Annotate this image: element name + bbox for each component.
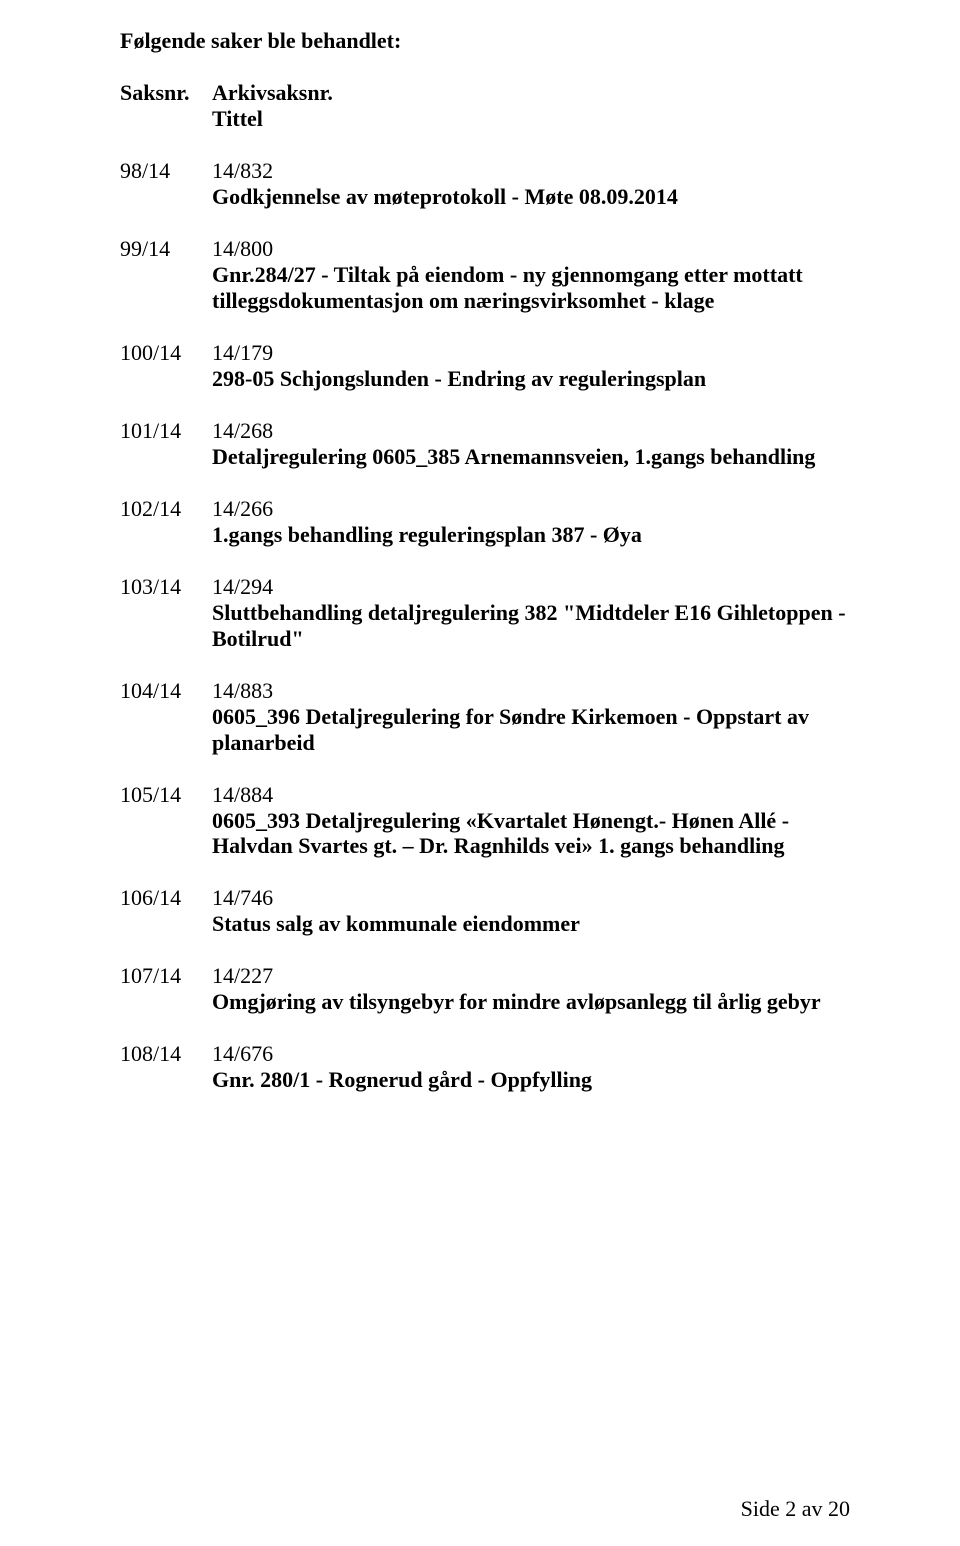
case-title: Godkjennelse av møteprotokoll - Møte 08.… (212, 184, 850, 210)
case-number: 103/14 (120, 574, 212, 652)
case-body: 14/294Sluttbehandling detaljregulering 3… (212, 574, 850, 652)
case-body: 14/800Gnr.284/27 - Tiltak på eiendom - n… (212, 236, 850, 314)
case-block: 98/1414/832Godkjennelse av møteprotokoll… (120, 158, 850, 210)
case-body: 14/832Godkjennelse av møteprotokoll - Mø… (212, 158, 850, 210)
case-block: 100/1414/179298-05 Schjongslunden - Endr… (120, 340, 850, 392)
case-archive-ref: 14/800 (212, 236, 850, 262)
case-title: Sluttbehandling detaljregulering 382 "Mi… (212, 600, 850, 652)
case-number: 101/14 (120, 418, 212, 470)
case-title: Status salg av kommunale eiendommer (212, 911, 850, 937)
case-block: 105/1414/8840605_393 Detaljregulering «K… (120, 782, 850, 860)
page-heading: Følgende saker ble behandlet: (120, 28, 850, 54)
case-number: 107/14 (120, 963, 212, 1015)
case-body: 14/179298-05 Schjongslunden - Endring av… (212, 340, 850, 392)
case-block: 103/1414/294Sluttbehandling detaljregule… (120, 574, 850, 652)
case-block: 106/1414/746Status salg av kommunale eie… (120, 885, 850, 937)
case-number: 106/14 (120, 885, 212, 937)
case-title: 298-05 Schjongslunden - Endring av regul… (212, 366, 850, 392)
case-block: 102/1414/2661.gangs behandling regulerin… (120, 496, 850, 548)
case-number: 105/14 (120, 782, 212, 860)
case-archive-ref: 14/179 (212, 340, 850, 366)
case-title: Detaljregulering 0605_385 Arnemannsveien… (212, 444, 850, 470)
case-title: Gnr. 280/1 - Rognerud gård - Oppfylling (212, 1067, 850, 1093)
case-block: 108/1414/676Gnr. 280/1 - Rognerud gård -… (120, 1041, 850, 1093)
case-body: 14/2661.gangs behandling reguleringsplan… (212, 496, 850, 548)
case-block: 104/1414/8830605_396 Detaljregulering fo… (120, 678, 850, 756)
header-tittel: Tittel (212, 106, 850, 132)
case-body: 14/746Status salg av kommunale eiendomme… (212, 885, 850, 937)
page: Følgende saker ble behandlet: Saksnr. Ar… (0, 0, 960, 1546)
header-saksnr: Saksnr. (120, 80, 212, 132)
case-number: 108/14 (120, 1041, 212, 1093)
case-body: 14/8840605_393 Detaljregulering «Kvartal… (212, 782, 850, 860)
case-body: 14/227Omgjøring av tilsyngebyr for mindr… (212, 963, 850, 1015)
case-title: 0605_393 Detaljregulering «Kvartalet Høn… (212, 808, 850, 860)
case-archive-ref: 14/746 (212, 885, 850, 911)
header-arkiv-tittel: Arkivsaksnr. Tittel (212, 80, 850, 132)
case-number: 102/14 (120, 496, 212, 548)
case-title: 1.gangs behandling reguleringsplan 387 -… (212, 522, 850, 548)
case-archive-ref: 14/676 (212, 1041, 850, 1067)
case-number: 104/14 (120, 678, 212, 756)
case-body: 14/8830605_396 Detaljregulering for Sønd… (212, 678, 850, 756)
case-archive-ref: 14/832 (212, 158, 850, 184)
case-archive-ref: 14/884 (212, 782, 850, 808)
case-number: 99/14 (120, 236, 212, 314)
case-title: 0605_396 Detaljregulering for Søndre Kir… (212, 704, 850, 756)
case-block: 99/1414/800Gnr.284/27 - Tiltak på eiendo… (120, 236, 850, 314)
header-arkivsaksnr: Arkivsaksnr. (212, 80, 850, 106)
case-block: 101/1414/268Detaljregulering 0605_385 Ar… (120, 418, 850, 470)
column-header-row: Saksnr. Arkivsaksnr. Tittel (120, 80, 850, 132)
case-number: 98/14 (120, 158, 212, 210)
case-body: 14/676Gnr. 280/1 - Rognerud gård - Oppfy… (212, 1041, 850, 1093)
page-footer: Side 2 av 20 (741, 1496, 850, 1522)
case-archive-ref: 14/227 (212, 963, 850, 989)
case-body: 14/268Detaljregulering 0605_385 Arnemann… (212, 418, 850, 470)
case-number: 100/14 (120, 340, 212, 392)
case-archive-ref: 14/266 (212, 496, 850, 522)
case-block: 107/1414/227Omgjøring av tilsyngebyr for… (120, 963, 850, 1015)
case-list: 98/1414/832Godkjennelse av møteprotokoll… (120, 158, 850, 1093)
case-archive-ref: 14/294 (212, 574, 850, 600)
case-title: Gnr.284/27 - Tiltak på eiendom - ny gjen… (212, 262, 850, 314)
case-archive-ref: 14/268 (212, 418, 850, 444)
case-archive-ref: 14/883 (212, 678, 850, 704)
case-title: Omgjøring av tilsyngebyr for mindre avlø… (212, 989, 850, 1015)
